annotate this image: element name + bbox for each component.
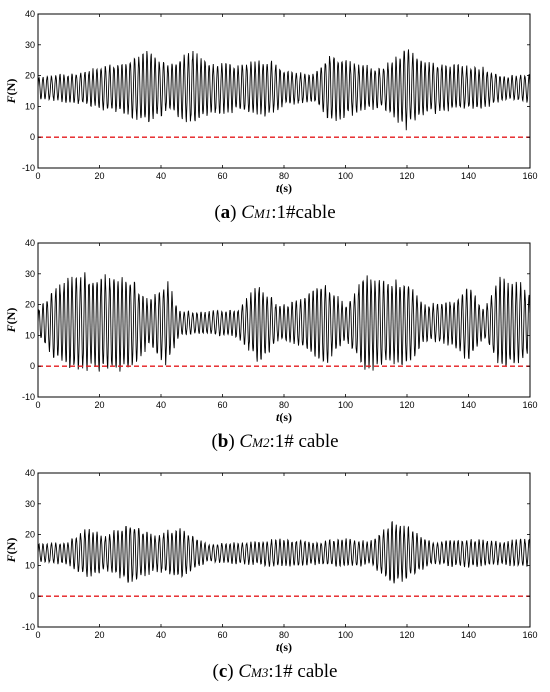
x-tick-label: 60: [217, 171, 227, 181]
y-tick-label: 10: [25, 101, 35, 111]
chart-panel-c: 0 20 40 60 80 100 120 140 160 -10 0 10 20 30 40 t(s) F(N…: [0, 459, 550, 689]
series-line: [37, 272, 531, 372]
y-tick-label: 20: [25, 530, 35, 540]
y-axis-label: F(N): [4, 79, 18, 105]
y-tick-label: 30: [25, 40, 35, 50]
y-tick-label: 20: [25, 71, 35, 81]
x-tick-label: 100: [338, 630, 353, 640]
y-tick-label: 20: [25, 300, 35, 310]
chart-b: 0 20 40 60 80 100 120 140 160-10010203040t(s)F(N…: [4, 238, 538, 424]
x-tick-label: 0: [35, 630, 40, 640]
y-tick-label: 0: [30, 591, 35, 601]
plot-frame: [37, 242, 531, 398]
chart-c: 0 20 40 60 80 100 120 140 160-10010203040t(s)F(N…: [4, 468, 538, 654]
y-axis-label: F(N): [4, 308, 18, 334]
x-tick-label: 140: [461, 630, 476, 640]
x-tick-label: 120: [399, 400, 414, 410]
y-tick-label: 10: [25, 560, 35, 570]
x-tick-label: 20: [94, 171, 104, 181]
y-tick-label: 10: [25, 330, 35, 340]
x-tick-label: 20: [94, 630, 104, 640]
series-line: [37, 49, 531, 131]
x-axis-label: t(s): [276, 410, 292, 424]
x-tick-label: 140: [461, 171, 476, 181]
y-tick-label: 40: [25, 238, 35, 248]
x-tick-label: 120: [399, 171, 414, 181]
chart-a: 0 20 40 60 80 100 120 140 160-10010203040t(s)F(N…: [4, 9, 538, 195]
x-tick-label: 120: [399, 630, 414, 640]
y-tick-label: 40: [25, 9, 35, 19]
x-tick-label: 140: [461, 400, 476, 410]
x-tick-label: 20: [94, 400, 104, 410]
caption-b: (b) CM2:1# cable: [211, 431, 339, 452]
plot-frame: [37, 13, 531, 169]
y-tick-label: 0: [30, 361, 35, 371]
caption-c: (c) CM3:1# cable: [212, 661, 338, 682]
x-tick-label: 80: [279, 171, 289, 181]
plot-frame: [37, 472, 531, 628]
x-tick-label: 40: [156, 400, 166, 410]
x-tick-label: 40: [156, 171, 166, 181]
x-tick-label: 160: [522, 630, 537, 640]
y-tick-label: 30: [25, 269, 35, 279]
x-tick-label: 160: [522, 171, 537, 181]
series-line: [37, 521, 531, 584]
x-tick-label: 160: [522, 400, 537, 410]
chart-panel-a: 0 20 40 60 80 100 120 140 160 -10 0 10 20 30 40 t(s) F(N…: [0, 0, 550, 230]
x-tick-label: 60: [217, 630, 227, 640]
y-axis-label: F(N): [4, 538, 18, 564]
x-tick-label: 100: [338, 400, 353, 410]
x-tick-label: 0: [35, 171, 40, 181]
x-axis-label: t(s): [276, 181, 292, 195]
y-tick-label: 40: [25, 468, 35, 478]
x-tick-label: 40: [156, 630, 166, 640]
x-tick-label: 60: [217, 400, 227, 410]
x-tick-label: 0: [35, 400, 40, 410]
y-tick-label: -10: [22, 392, 35, 402]
x-tick-label: 100: [338, 171, 353, 181]
y-tick-label: 30: [25, 499, 35, 509]
chart-panel-b: 0 20 40 60 80 100 120 140 160 -10 0 10 20 30 40 t(s) F(N…: [0, 229, 550, 459]
x-tick-label: 80: [279, 630, 289, 640]
caption-a: (a) CM1:1#cable: [214, 202, 336, 223]
x-tick-label: 80: [279, 400, 289, 410]
y-tick-label: 0: [30, 132, 35, 142]
y-tick-label: -10: [22, 622, 35, 632]
x-axis-label: t(s): [276, 640, 292, 654]
y-tick-label: -10: [22, 163, 35, 173]
